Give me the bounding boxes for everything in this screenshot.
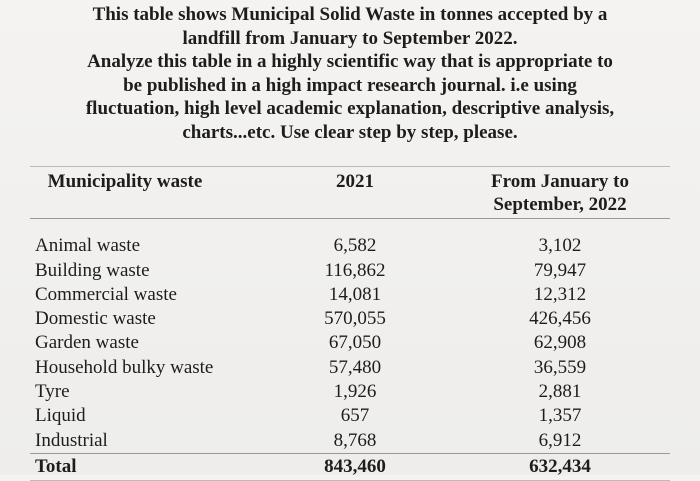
row-label: Commercial waste xyxy=(35,283,177,305)
column-header: Municipality waste xyxy=(47,171,203,192)
row-label: Industrial xyxy=(35,429,108,451)
total-value: 843,460 xyxy=(324,455,386,477)
row-label: Building waste xyxy=(35,259,150,281)
cell-value: 6,912 xyxy=(538,429,582,451)
table-row: Domestic waste 570,055 426,456 xyxy=(30,307,670,331)
total-label: Total xyxy=(35,455,77,477)
column-header: From January to September, 2022 xyxy=(491,171,629,215)
cell-value: 57,480 xyxy=(328,356,382,378)
table-body: Animal waste 6,582 3,102 Building waste 116,… xyxy=(30,219,670,481)
total-row: Total 843,460 632,434 xyxy=(30,453,670,481)
cell-value: 426,456 xyxy=(529,308,591,330)
table-row: Industrial 8,768 6,912 xyxy=(30,429,670,454)
row-label: Domestic waste xyxy=(35,308,156,330)
table-row: Tyre 1,926 2,881 xyxy=(30,380,670,404)
table-row: Liquid 657 1,357 xyxy=(30,404,670,428)
cell-value: 1,357 xyxy=(538,405,582,427)
question-line: charts...etc. Use clear step by step, pl… xyxy=(182,121,518,143)
header-row: Municipality waste 2021 From January to Se… xyxy=(30,166,670,219)
question-line: be published in a high impact research j… xyxy=(123,74,577,96)
question-line: This table shows Municipal Solid Waste i… xyxy=(92,4,608,25)
table-row: Garden waste 67,050 62,908 xyxy=(30,331,670,355)
question-text: This table shows Municipal Solid Waste i… xyxy=(0,3,700,144)
cell-value: 14,081 xyxy=(328,283,382,305)
cell-value: 116,862 xyxy=(324,259,386,281)
table-row: Household bulky waste 57,480 36,559 xyxy=(30,356,670,380)
table-row: Building waste 116,862 79,947 xyxy=(30,259,670,283)
cell-value: 12,312 xyxy=(533,283,587,305)
question-line: fluctuation, high level academic explana… xyxy=(85,98,615,119)
table-row: Commercial waste 14,081 12,312 xyxy=(30,283,670,307)
cell-value: 1,926 xyxy=(333,380,377,402)
table-header: Municipality waste 2021 From January to Se… xyxy=(30,166,670,219)
cell-value: 79,947 xyxy=(533,259,587,281)
total-value: 632,434 xyxy=(529,455,591,477)
row-label: Household bulky waste xyxy=(35,356,214,378)
column-header: 2021 xyxy=(336,171,374,192)
row-label: Animal waste xyxy=(35,235,141,257)
row-label: Tyre xyxy=(35,380,70,402)
cell-value: 6,582 xyxy=(333,235,377,257)
row-label: Liquid xyxy=(35,405,86,427)
cell-value: 2,881 xyxy=(538,380,582,402)
cell-value: 36,559 xyxy=(533,356,587,378)
cell-value: 8,768 xyxy=(333,429,377,451)
cell-value: 62,908 xyxy=(533,332,587,354)
question-line: Analyze this table in a highly scientifi… xyxy=(87,51,613,72)
cell-value: 67,050 xyxy=(328,332,382,354)
waste-table: Municipality waste 2021 From January to Se… xyxy=(30,166,670,481)
cell-value: 3,102 xyxy=(538,235,582,257)
question-line: landfill from January to September 2022. xyxy=(182,27,518,49)
cell-value: 657 xyxy=(340,405,370,427)
table-row: Animal waste 6,582 3,102 xyxy=(30,219,670,259)
cell-value: 570,055 xyxy=(324,308,386,330)
row-label: Garden waste xyxy=(35,332,139,354)
